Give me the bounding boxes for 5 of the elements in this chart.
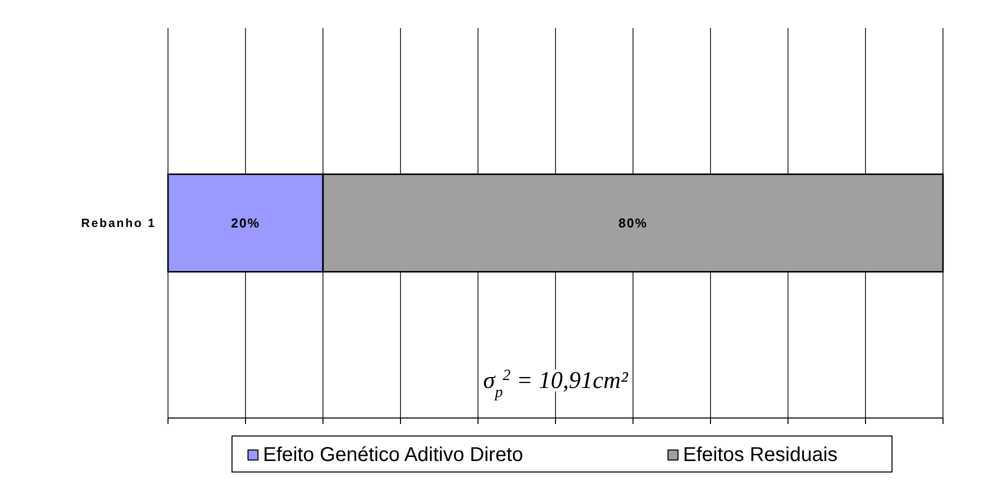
legend-label: Efeito Genético Aditivo Direto — [263, 444, 524, 466]
y-tick-label: Rebanho 1 — [81, 216, 156, 230]
data-label: 80% — [618, 216, 648, 231]
legend-label: Efeitos Residuais — [683, 444, 838, 466]
data-label: 20% — [230, 216, 260, 231]
